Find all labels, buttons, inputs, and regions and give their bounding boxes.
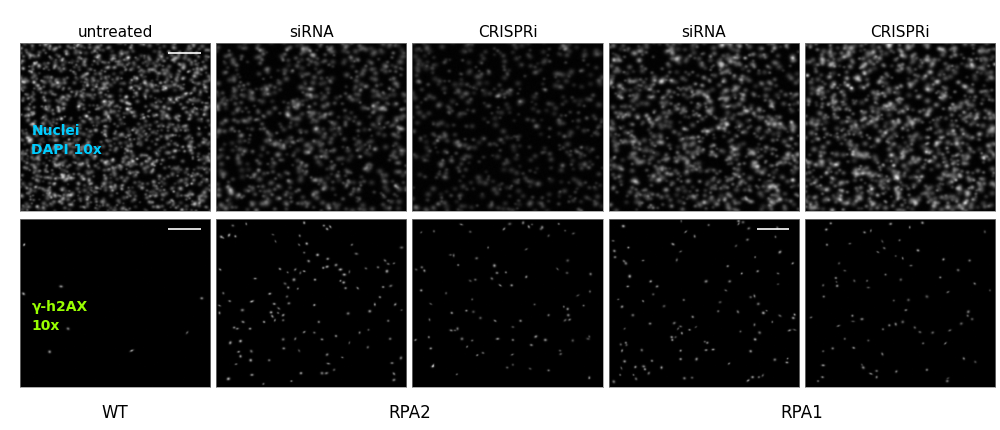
Title: siRNA: siRNA xyxy=(681,25,726,40)
Text: Nuclei
DAPI 10x: Nuclei DAPI 10x xyxy=(31,124,102,157)
Title: CRISPRi: CRISPRi xyxy=(870,25,930,40)
Text: γ-h2AX
10x: γ-h2AX 10x xyxy=(31,300,88,333)
Title: untreated: untreated xyxy=(77,25,153,40)
Title: CRISPRi: CRISPRi xyxy=(478,25,537,40)
Text: WT: WT xyxy=(102,404,128,422)
Title: siRNA: siRNA xyxy=(289,25,334,40)
Text: RPA1: RPA1 xyxy=(780,404,823,422)
Text: RPA2: RPA2 xyxy=(388,404,431,422)
